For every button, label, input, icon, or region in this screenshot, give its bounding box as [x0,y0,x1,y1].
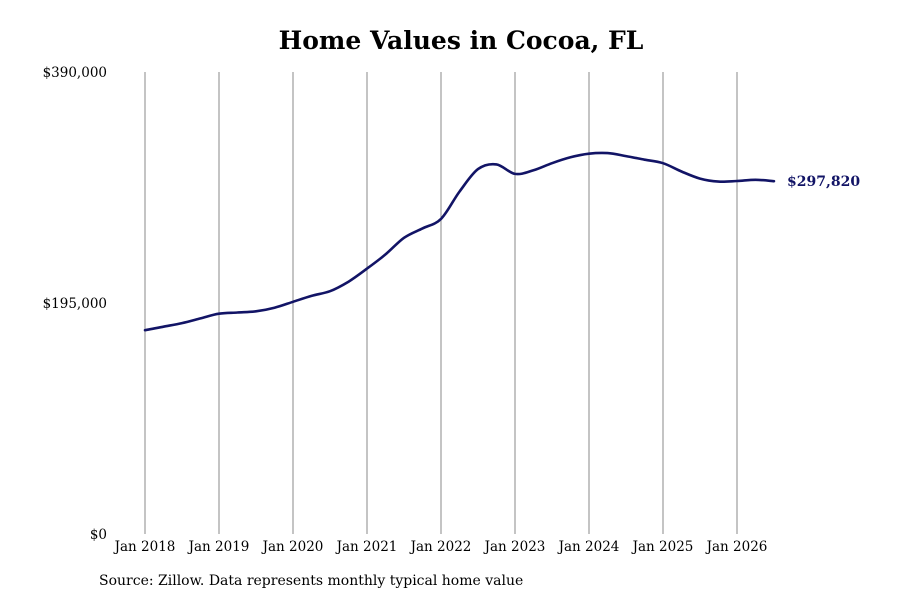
series-layer [143,151,776,332]
x-tick-label: Jan 2024 [557,539,620,555]
grid-lines [144,72,738,534]
x-tick-label: Jan 2026 [705,539,768,555]
chart-title: Home Values in Cocoa, FL [278,26,644,55]
y-axis-ticks: $0 $195,000 $390,000 [43,65,107,543]
x-tick-label: Jan 2022 [409,539,472,555]
y-tick-label: $195,000 [43,296,107,312]
series-line [143,151,776,332]
x-tick-label: Jan 2021 [335,539,398,555]
y-tick-label: $0 [90,527,107,543]
annotation-layer: $297,820 [787,174,860,190]
x-axis-ticks: Jan 2018 Jan 2019 Jan 2020 Jan 2021 Jan 2022… [113,539,768,555]
x-tick-label: Jan 2025 [631,539,694,555]
x-tick-label: Jan 2023 [483,539,546,555]
x-tick-label: Jan 2019 [187,539,250,555]
source-note: Source: Zillow. Data represents monthly … [99,573,524,589]
x-tick-label: Jan 2018 [113,539,176,555]
end-value-label: $297,820 [787,174,860,190]
x-tick-label: Jan 2020 [261,539,324,555]
y-tick-label: $390,000 [43,65,107,81]
